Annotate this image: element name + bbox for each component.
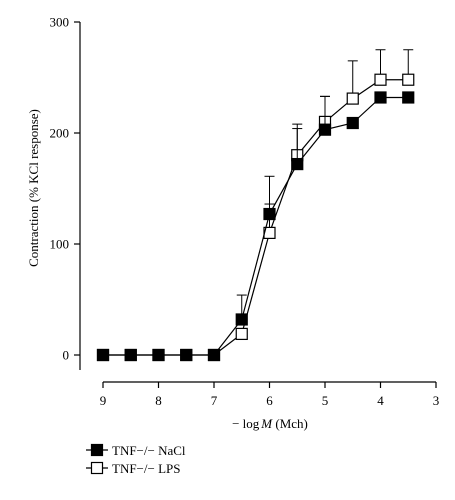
x-axis: 9 8 7 6 5 4 3 [100,381,440,408]
legend-marker-lps [90,461,104,475]
x-tick-label-7: 7 [211,393,218,408]
data-point-lps-10 [374,73,387,86]
x-tick-label-6: 6 [266,393,273,408]
data-point-nacl-6 [263,207,276,221]
x-tick-label-4: 4 [377,393,384,408]
series-line-nacl [103,96,409,356]
data-point-lps-5 [235,327,248,341]
legend-marker-nacl [90,443,104,457]
legend: TNF−/− NaCl TNF−/− LPS [86,443,186,476]
x-tick-label-9: 9 [100,393,107,408]
data-point-nacl-11 [402,91,415,104]
y-tick-label-200: 200 [50,126,70,141]
x-axis-label-prefix: − log [232,416,260,431]
series-line-lps [103,79,409,356]
legend-entry-nacl: TNF−/− NaCl [86,443,186,458]
legend-label-lps: TNF−/− LPS [112,461,181,476]
y-axis-label: Contraction (% KCl response) [26,109,41,267]
series-nacl [96,91,415,362]
data-point-nacl-8 [318,123,332,136]
x-axis-label-suffix: (Mch) [272,416,308,431]
x-axis-label-variable: M [260,416,273,431]
data-point-nacl-4 [207,348,221,362]
y-axis: 0 100 200 300 [50,15,81,370]
y-tick-label-100: 100 [50,237,70,252]
legend-label-nacl: TNF−/− NaCl [112,443,186,458]
x-tick-label-3: 3 [433,393,440,408]
data-point-nacl-1 [124,348,137,362]
y-tick-label-300: 300 [50,15,70,30]
plot-area [96,49,415,362]
x-tick-label-8: 8 [155,393,162,408]
y-tick-label-0: 0 [63,348,70,363]
data-point-lps-9 [346,92,359,105]
legend-entry-lps: TNF−/− LPS [86,461,181,476]
data-point-nacl-7 [291,157,304,171]
data-point-nacl-10 [374,91,387,104]
data-point-nacl-0 [96,348,110,362]
data-point-nacl-2 [152,348,165,362]
series-lps [96,49,415,362]
data-point-lps-11 [402,73,415,86]
data-point-nacl-9 [346,116,359,130]
x-tick-label-5: 5 [322,393,329,408]
x-axis-label: − log M (Mch) [232,416,308,431]
data-point-nacl-5 [235,313,248,326]
data-point-nacl-3 [180,348,193,362]
